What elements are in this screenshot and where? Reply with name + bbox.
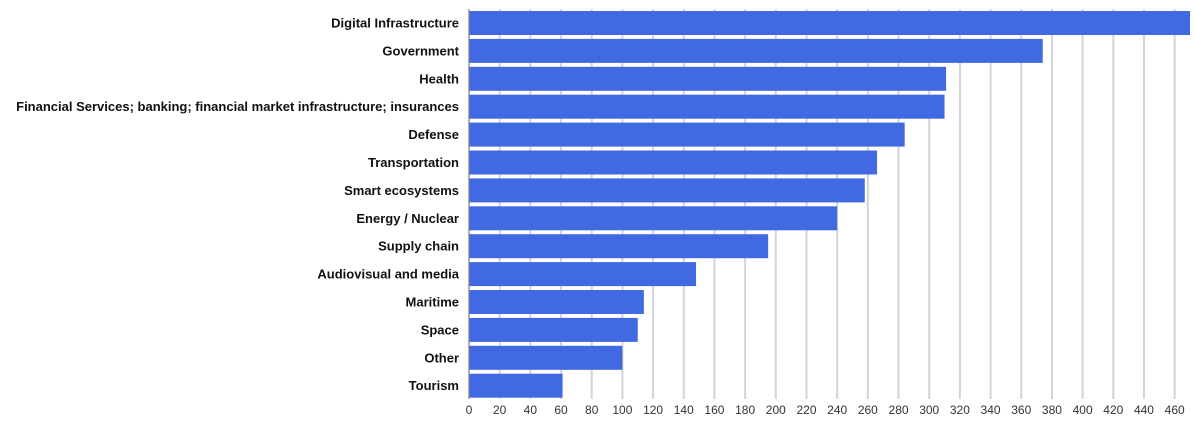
bar[interactable]	[469, 262, 697, 287]
category-label: Other	[424, 350, 459, 365]
x-tick-label: 340	[981, 403, 1001, 417]
category-label: Smart ecosystems	[344, 183, 459, 198]
category-label: Space	[421, 322, 459, 337]
x-tick-label: 60	[554, 403, 568, 417]
x-tick-label: 200	[766, 403, 786, 417]
x-tick-label: 440	[1134, 403, 1154, 417]
bar[interactable]	[469, 345, 623, 370]
x-tick-label: 400	[1073, 403, 1093, 417]
category-label: Tourism	[409, 378, 459, 393]
bar[interactable]	[469, 234, 769, 259]
x-tick-label: 40	[524, 403, 538, 417]
x-tick-label: 80	[585, 403, 599, 417]
bar[interactable]	[469, 206, 838, 231]
category-label: Defense	[408, 127, 459, 142]
x-tick-label: 240	[827, 403, 847, 417]
category-label: Supply chain	[378, 239, 459, 254]
x-axis: 0 20 40 60 80 100 120 140 160 180 200 220 240 260 280 3…	[466, 9, 1185, 417]
x-tick-label: 320	[950, 403, 970, 417]
bar[interactable]	[469, 290, 644, 314]
x-tick-label: 180	[735, 403, 755, 417]
category-label: Maritime	[406, 295, 459, 310]
x-tick-label: 140	[674, 403, 694, 417]
x-tick-label: 360	[1011, 403, 1031, 417]
category-label: Energy / Nuclear	[356, 211, 459, 226]
bar[interactable]	[469, 150, 878, 175]
bar[interactable]	[469, 11, 1190, 35]
x-tick-label: 160	[704, 403, 724, 417]
x-tick-label: 420	[1103, 403, 1123, 417]
category-label: Audiovisual and media	[317, 267, 459, 282]
bar[interactable]	[469, 178, 865, 203]
bar[interactable]	[469, 122, 905, 147]
category-label: Financial Services; banking; financial m…	[16, 99, 459, 114]
x-tick-label: 460	[1165, 403, 1185, 417]
category-label: Digital Infrastructure	[331, 16, 459, 31]
category-label: Transportation	[368, 155, 459, 170]
bar[interactable]	[469, 66, 947, 91]
x-tick-label: 0	[466, 403, 473, 417]
x-tick-label: 380	[1042, 403, 1062, 417]
bar[interactable]	[469, 317, 638, 342]
bar[interactable]	[469, 373, 563, 398]
bar[interactable]	[469, 94, 945, 119]
x-tick-label: 220	[796, 403, 816, 417]
category-labels: Digital Infrastructure Government Health Fi…	[16, 16, 460, 394]
x-tick-label: 300	[919, 403, 939, 417]
bar-layer	[469, 11, 1190, 398]
category-label: Health	[419, 71, 459, 86]
x-tick-label: 20	[493, 403, 507, 417]
x-tick-label: 120	[643, 403, 663, 417]
bar[interactable]	[469, 38, 1043, 63]
x-tick-label: 260	[858, 403, 878, 417]
x-tick-label: 280	[889, 403, 909, 417]
category-label: Government	[382, 43, 459, 58]
x-tick-label: 100	[612, 403, 632, 417]
